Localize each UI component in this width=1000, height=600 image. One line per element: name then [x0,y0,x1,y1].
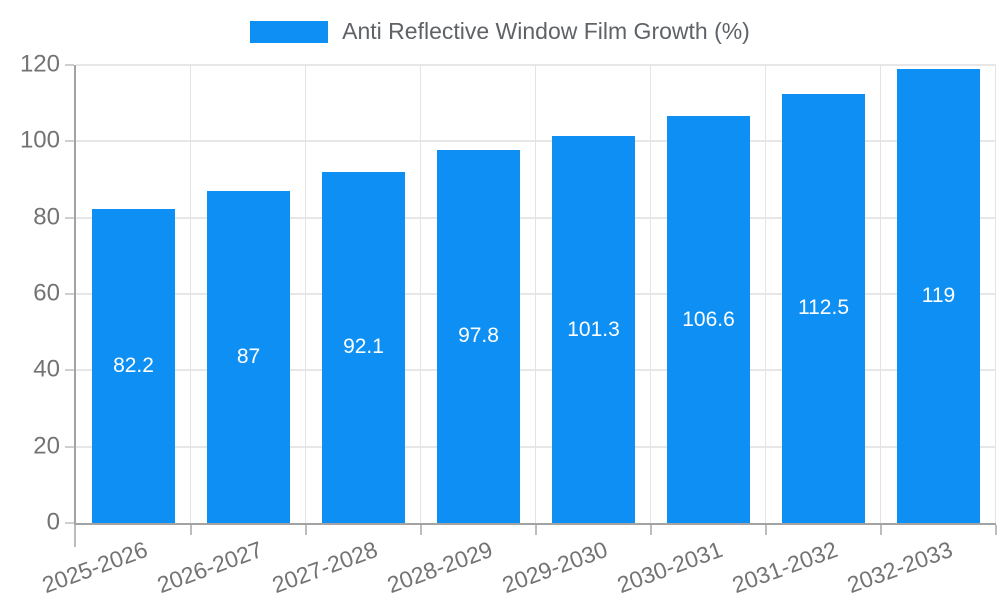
bar: 87 [207,190,290,523]
grid-line-v [995,65,996,523]
plot-area: 0 20 40 60 80 100 120 82.2 87 92.1 97.8 101.3 106.6 1… [20,50,997,598]
x-tick [765,525,767,535]
x-tick [995,525,997,535]
bar: 92.1 [322,171,405,523]
grid-line-v [880,65,881,523]
grid-line-h [76,64,996,66]
bar-value-label: 92.1 [343,335,384,359]
x-tick [420,525,422,535]
grid-line-h [76,140,996,143]
bar: 97.8 [437,149,520,523]
grid-line-v [305,65,306,523]
y-tick [65,445,74,448]
grid-line-v [650,65,651,523]
y-tick-label: 0 [46,508,60,536]
y-tick [65,293,74,295]
y-tick [65,140,74,143]
grid-line-v [765,65,766,523]
y-tick-label: 40 [33,355,60,383]
legend-label: Anti Reflective Window Film Growth (%) [342,18,750,44]
legend[interactable]: Anti Reflective Window Film Growth (%) [0,18,1000,45]
y-tick-label: 100 [19,126,60,154]
bar-value-label: 87 [236,344,261,368]
bar-value-label: 97.8 [458,324,499,348]
y-tick [65,522,74,524]
x-tick [305,525,307,535]
bar-value-label: 101.3 [567,317,620,341]
grid-line-v [420,65,421,523]
y-tick-label: 60 [33,279,60,307]
bar-value-label: 106.6 [682,307,735,331]
x-tick [880,525,882,535]
grid-line-h [76,216,996,219]
bar: 101.3 [552,136,635,523]
legend-swatch [250,20,329,43]
y-tick-label: 80 [33,203,60,231]
bar: 119 [897,68,980,523]
y-tick [65,369,74,372]
grid-line-h [76,445,996,448]
y-tick [65,216,74,219]
bar: 82.2 [92,209,175,523]
bar-value-label: 112.5 [798,296,849,320]
grid-line-h [76,293,996,295]
y-tick-label: 120 [19,50,60,78]
grid-line-v [535,65,536,523]
bar: 106.6 [667,116,750,523]
grid-line-v [190,65,191,523]
bar-value-label: 82.2 [113,354,154,378]
bar-value-label: 119 [921,283,956,307]
grid-line-h [76,369,996,372]
y-tick-label: 20 [33,432,60,460]
x-tick [650,525,652,535]
bar: 112.5 [782,93,865,523]
y-tick [65,64,74,66]
x-tick [190,525,192,535]
x-tick [74,525,76,547]
x-tick [535,525,537,535]
